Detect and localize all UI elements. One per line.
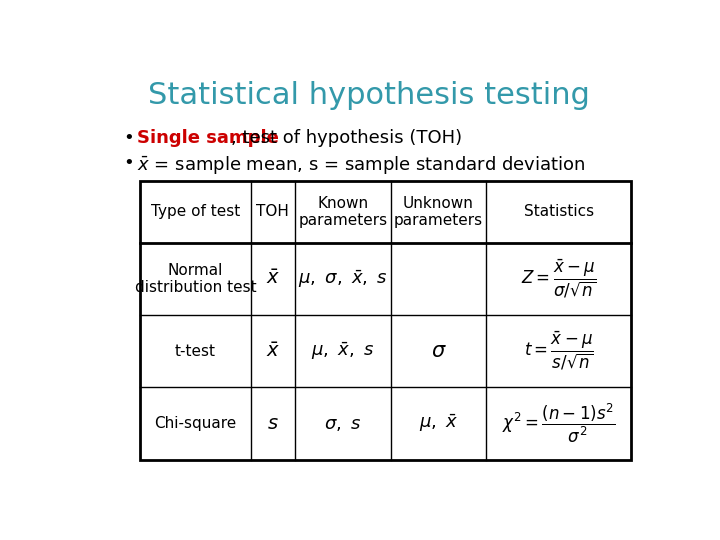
Text: TOH: TOH	[256, 204, 289, 219]
Text: $\sigma$: $\sigma$	[431, 341, 446, 361]
Text: Single sample: Single sample	[138, 129, 279, 147]
Text: t-test: t-test	[175, 343, 216, 359]
Text: $\mu,\ \bar{x},\ s$: $\mu,\ \bar{x},\ s$	[311, 340, 374, 362]
Text: Unknown
parameters: Unknown parameters	[394, 195, 483, 228]
Text: $\mu,\ \bar{x}$: $\mu,\ \bar{x}$	[419, 413, 459, 434]
Text: •: •	[124, 129, 134, 147]
Text: $\mu,\ \sigma,\ \bar{x},\ s$: $\mu,\ \sigma,\ \bar{x},\ s$	[298, 268, 388, 289]
Text: Type of test: Type of test	[150, 204, 240, 219]
Text: •: •	[124, 154, 134, 172]
Text: $s$: $s$	[267, 414, 279, 433]
Text: Known
parameters: Known parameters	[298, 195, 387, 228]
Text: $t = \dfrac{\bar{x} - \mu}{s / \sqrt{n}}$: $t = \dfrac{\bar{x} - \mu}{s / \sqrt{n}}…	[524, 330, 594, 373]
Text: $\chi^2 = \dfrac{(n-1)s^2}{\sigma^2}$: $\chi^2 = \dfrac{(n-1)s^2}{\sigma^2}$	[502, 402, 616, 446]
Text: Statistics: Statistics	[523, 204, 594, 219]
Text: $\sigma,\ s$: $\sigma,\ s$	[324, 415, 361, 433]
Text: , test of hypothesis (TOH): , test of hypothesis (TOH)	[230, 129, 462, 147]
Text: $Z = \dfrac{\bar{x} - \mu}{\sigma / \sqrt{n}}$: $Z = \dfrac{\bar{x} - \mu}{\sigma / \sqr…	[521, 258, 597, 300]
Text: $\bar{x}$ = sample mean, s = sample standard deviation: $\bar{x}$ = sample mean, s = sample stan…	[138, 154, 586, 176]
Text: Normal
distribution test: Normal distribution test	[135, 262, 256, 295]
Text: $\bar{x}$: $\bar{x}$	[266, 269, 280, 288]
Text: $\bar{x}$: $\bar{x}$	[266, 342, 280, 361]
Text: Chi-square: Chi-square	[154, 416, 237, 431]
Text: Statistical hypothesis testing: Statistical hypothesis testing	[148, 82, 590, 111]
